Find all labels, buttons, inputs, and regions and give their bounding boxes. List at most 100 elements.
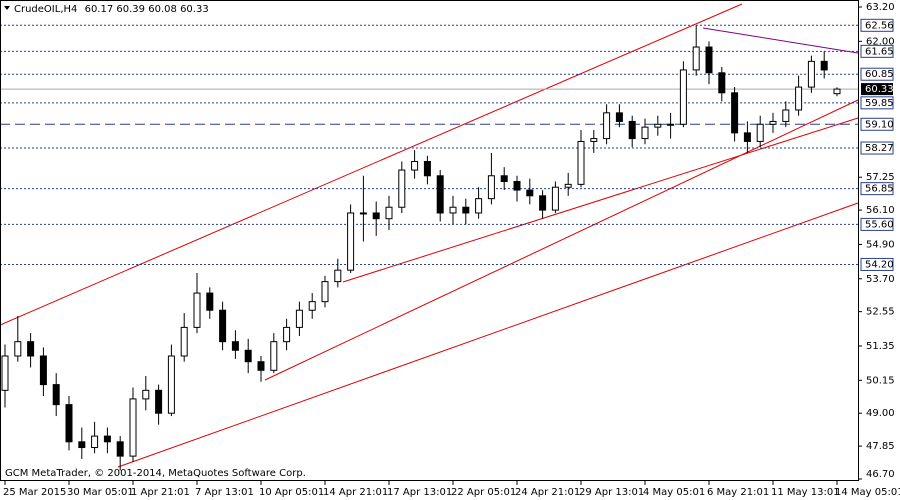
candle-body — [756, 123, 764, 142]
y-tick-label: 50.15 — [866, 375, 895, 386]
candle-body — [347, 212, 355, 271]
candle-body — [167, 355, 175, 414]
candle-body — [820, 60, 828, 71]
menu-arrow — [4, 6, 10, 10]
candle-body — [359, 212, 367, 215]
candle-body — [206, 292, 214, 311]
y-tick-label: 62.00 — [866, 36, 895, 47]
low: 60.08 — [148, 4, 177, 15]
level-label: 56.85 — [865, 184, 894, 195]
x-tick-label: 6 May 21:01 — [707, 487, 769, 498]
price-label-box — [861, 83, 893, 96]
level-label: 59.85 — [865, 98, 894, 109]
x-tick-label: 7 Apr 13:01 — [195, 487, 254, 498]
candle-body — [475, 198, 483, 214]
y-tick-label: 63.20 — [866, 2, 895, 13]
candle-body — [705, 46, 713, 74]
candle-body — [91, 435, 99, 449]
level-label-box — [860, 117, 894, 131]
axes: 63.20 62.00 57.25 56.10 54.90 53.70 52.55 51.35… — [3, 2, 900, 498]
level-label: 59.10 — [865, 119, 894, 130]
candle-body — [692, 46, 700, 71]
candle-body — [795, 86, 803, 111]
candle-body — [78, 441, 86, 449]
candle-body — [654, 123, 662, 128]
candle-body — [14, 341, 22, 357]
candle-body — [718, 72, 726, 94]
level-label: 54.20 — [865, 259, 894, 270]
candle-body — [270, 341, 278, 371]
x-tick-label: 24 Apr 21:01 — [515, 487, 580, 498]
level-label-box — [860, 67, 894, 81]
levels — [0, 24, 858, 265]
candle-body — [1, 355, 9, 391]
x-tick-label: 29 Apr 13:01 — [579, 487, 644, 498]
candle-body — [103, 435, 111, 443]
price-label: 60.33 — [865, 84, 894, 95]
level-label-box — [860, 182, 894, 196]
candle-body — [129, 398, 137, 457]
candle-body — [155, 389, 163, 414]
candle-body — [372, 212, 380, 220]
y-tick-label: 57.25 — [866, 172, 895, 183]
footer: GCM MetaTrader, © 2001-2014, MetaQuotes … — [5, 468, 306, 479]
trend-line — [264, 99, 859, 381]
level-label-box — [860, 257, 894, 271]
y-tick-label: 54.90 — [866, 239, 895, 250]
candle-body — [142, 389, 150, 400]
level-label-box — [860, 96, 894, 110]
x-tick-label: 30 Mar 05:01 — [67, 487, 134, 498]
x-tick-label: 17 Apr 13:01 — [387, 487, 452, 498]
y-tick-label: 56.10 — [866, 205, 895, 216]
candle-body — [423, 160, 431, 177]
candle-body — [731, 92, 739, 134]
level-label-box — [860, 141, 894, 155]
x-tick-label: 1 Apr 21:01 — [131, 487, 190, 498]
candle-body — [39, 355, 47, 386]
level-label-box — [860, 18, 894, 32]
close: 60.33 — [180, 4, 209, 15]
x-tick-label: 14 Apr 21:01 — [323, 487, 388, 498]
level-label: 62.56 — [865, 20, 894, 31]
candle-body — [743, 132, 751, 142]
candle-body — [564, 183, 572, 188]
level-label: 60.85 — [865, 69, 894, 80]
candle-body — [193, 292, 201, 328]
trend-line — [702, 27, 859, 54]
candle-body — [231, 341, 239, 351]
candles — [1, 25, 841, 471]
candle-body — [487, 175, 495, 200]
x-tick-label: 10 Apr 05:01 — [259, 487, 324, 498]
candle-body — [449, 206, 457, 214]
level-label: 61.65 — [865, 46, 894, 57]
candle-body — [590, 138, 598, 142]
y-tick-label: 46.70 — [866, 469, 895, 480]
candle-body — [244, 349, 252, 363]
candle-body — [321, 281, 329, 303]
y-tick-label: 52.55 — [866, 307, 895, 318]
candle-body — [116, 441, 124, 457]
header: CrudeOIL,H4 60.17 60.39 60.08 60.33 — [4, 4, 209, 15]
level-label-box — [860, 44, 894, 58]
candle-body — [295, 309, 303, 328]
candle-body — [283, 326, 291, 343]
symbol: CrudeOIL,H4 60.17 60.39 60.08 60.33 — [14, 4, 209, 15]
y-tick-label: 49.00 — [866, 408, 895, 419]
candle-body — [513, 180, 521, 191]
x-tick-label: 25 Mar 2015 — [3, 487, 66, 498]
candle-body — [385, 206, 393, 220]
trend-line — [342, 117, 859, 283]
candle-body — [52, 384, 60, 406]
trend-line — [117, 202, 859, 468]
candle-body — [833, 88, 841, 95]
candle-body — [807, 60, 815, 88]
y-tick-label: 53.70 — [866, 274, 895, 285]
candle-body — [526, 189, 534, 197]
candle-body — [219, 309, 227, 343]
open: 60.17 — [85, 4, 114, 15]
candle-body — [603, 112, 611, 140]
candle-body — [551, 186, 559, 211]
